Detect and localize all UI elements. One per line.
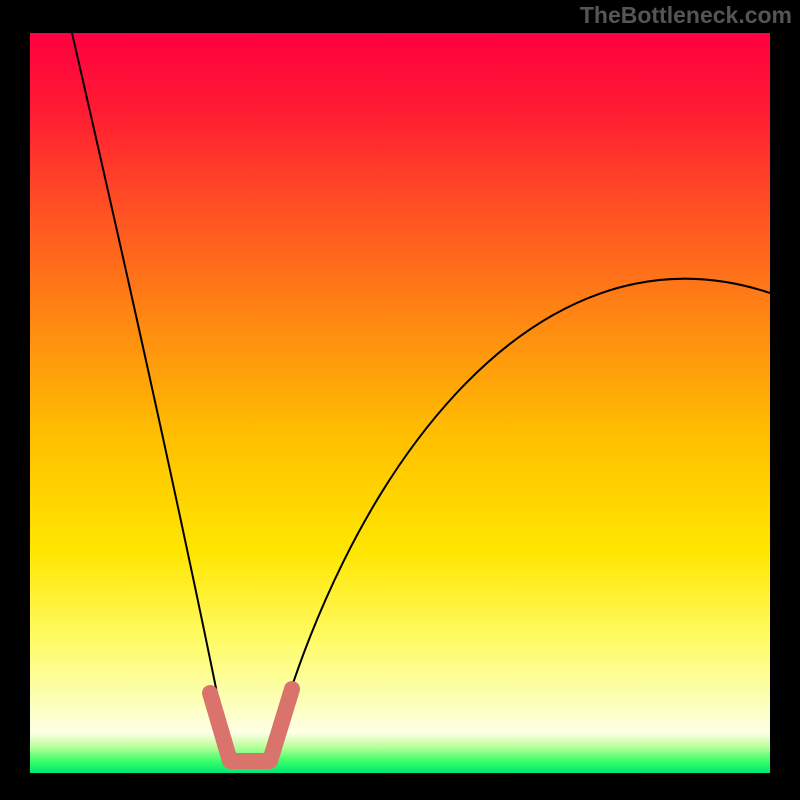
plot-area — [30, 33, 770, 773]
chart-root: TheBottleneck.com — [0, 0, 800, 800]
gradient-background — [30, 33, 770, 773]
watermark-text: TheBottleneck.com — [580, 2, 792, 29]
bottleneck-chart — [0, 0, 800, 800]
